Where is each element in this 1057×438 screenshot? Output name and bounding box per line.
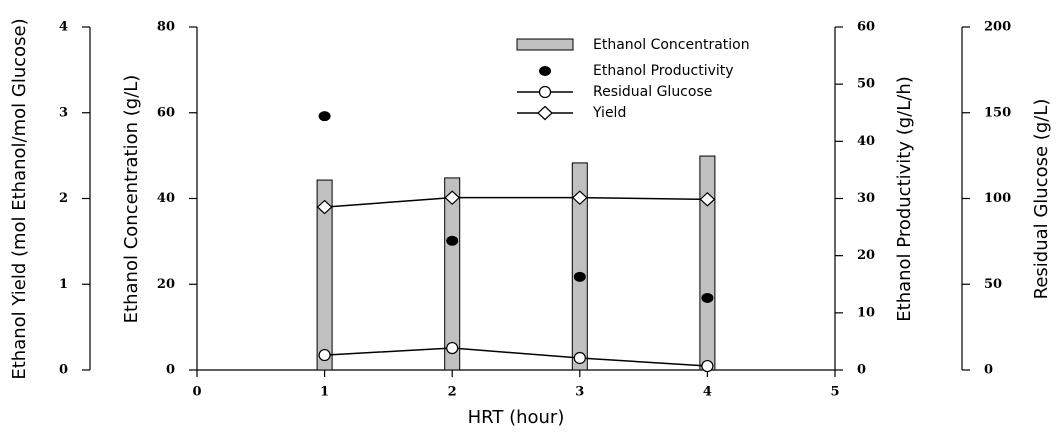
dot bbox=[573, 271, 586, 282]
dot bbox=[446, 235, 459, 246]
diamond-marker bbox=[316, 199, 333, 215]
circle-marker bbox=[573, 351, 586, 365]
diamond-marker bbox=[444, 190, 461, 205]
series-line bbox=[324, 347, 708, 367]
y-axis-label: Ethanol Concentration (g/L) bbox=[121, 75, 142, 324]
bar bbox=[444, 177, 461, 371]
legend-swatch bbox=[516, 38, 574, 51]
circle-marker bbox=[446, 341, 459, 355]
y3-tick-label: 50 bbox=[984, 277, 1002, 292]
y4-tick-label: 4 bbox=[59, 20, 68, 35]
x-axis-label: HRT (hour) bbox=[468, 407, 565, 428]
legend-label: Ethanol Concentration bbox=[593, 37, 750, 53]
y2-axis-label: Ethanol Productivity (g/L/h) bbox=[894, 76, 915, 321]
x-tick-label: 0 bbox=[192, 385, 201, 400]
y2-tick-label: 60 bbox=[857, 20, 875, 35]
y4-axis-label: Ethanol Yield (mol Ethanol/mol Glucose) bbox=[9, 18, 30, 379]
x-tick-label: 3 bbox=[575, 385, 584, 400]
x-tick-label: 2 bbox=[448, 385, 457, 400]
legend-label: Residual Glucose bbox=[593, 84, 712, 100]
y2-tick-label: 30 bbox=[857, 191, 875, 206]
y-tick-label: 60 bbox=[157, 105, 175, 120]
y2-tick-label: 10 bbox=[857, 305, 875, 320]
diamond-marker bbox=[699, 192, 716, 207]
y2-tick-label: 40 bbox=[857, 134, 875, 149]
y3-tick-label: 200 bbox=[984, 20, 1011, 35]
y-tick-label: 0 bbox=[166, 363, 175, 378]
legend-label: Yield bbox=[592, 105, 626, 121]
legend-marker bbox=[538, 85, 552, 99]
y4-tick-label: 2 bbox=[59, 191, 68, 206]
bar bbox=[316, 179, 333, 371]
dot bbox=[701, 292, 714, 303]
y3-tick-label: 100 bbox=[984, 191, 1011, 206]
bar bbox=[699, 155, 716, 371]
diamond-marker bbox=[571, 190, 588, 205]
series-line bbox=[324, 196, 708, 208]
y4-tick-label: 1 bbox=[59, 277, 68, 292]
legend-label: Ethanol Productivity bbox=[593, 63, 734, 79]
y4-tick-label: 0 bbox=[59, 363, 68, 378]
circle-marker bbox=[701, 359, 714, 373]
circle-marker bbox=[318, 348, 331, 362]
y3-tick-label: 0 bbox=[984, 363, 993, 378]
y-tick-label: 40 bbox=[157, 191, 175, 206]
dot bbox=[318, 111, 331, 122]
x-tick-label: 4 bbox=[703, 385, 712, 400]
legend-marker bbox=[539, 66, 551, 76]
y2-tick-label: 50 bbox=[857, 77, 875, 92]
y3-tick-label: 150 bbox=[984, 105, 1011, 120]
bar bbox=[571, 162, 588, 371]
y2-tick-label: 0 bbox=[857, 363, 866, 378]
y2-tick-label: 20 bbox=[857, 248, 875, 263]
y-tick-label: 20 bbox=[157, 277, 175, 292]
legend-marker bbox=[537, 105, 553, 121]
y3-axis-label: Residual Glucose (g/L) bbox=[1031, 99, 1052, 300]
x-tick-label: 5 bbox=[830, 385, 839, 400]
x-tick-label: 1 bbox=[320, 385, 329, 400]
y-tick-label: 80 bbox=[157, 20, 175, 35]
y4-tick-label: 3 bbox=[59, 105, 68, 120]
